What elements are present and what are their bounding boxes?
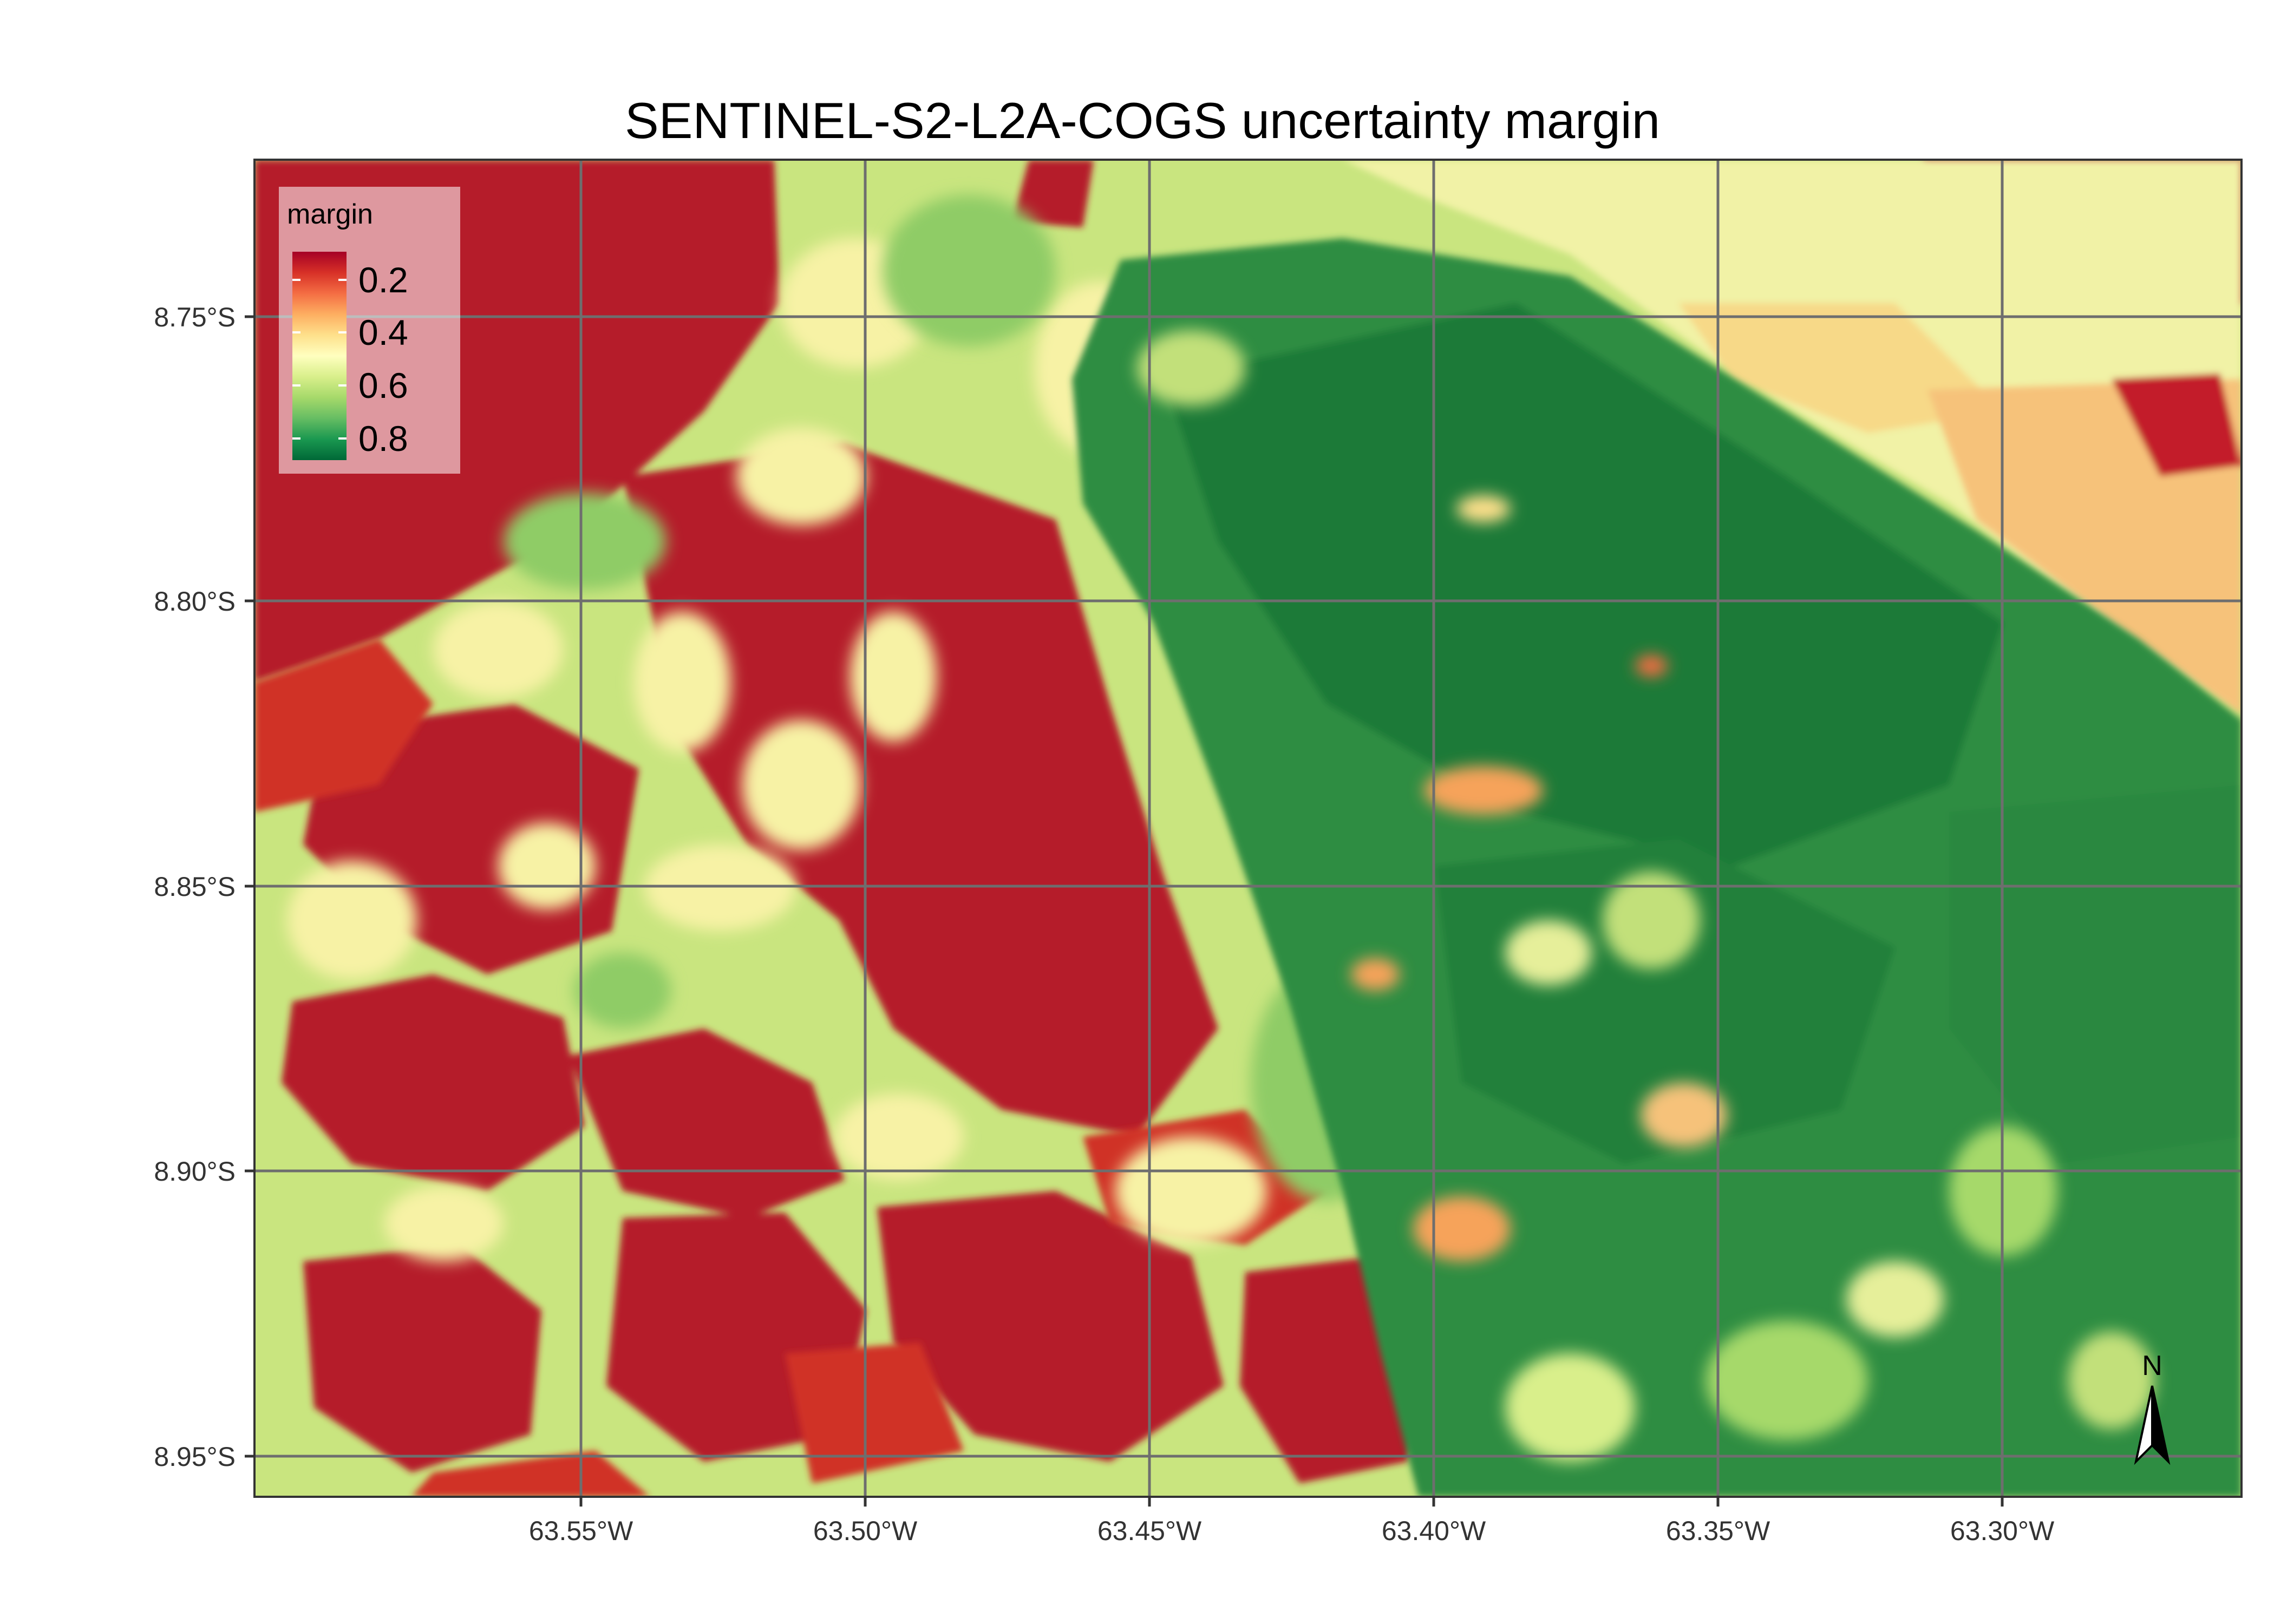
x-tick-labels: 63.55°W 63.50°W 63.45°W 63.40°W 63.35°W … <box>529 1516 2055 1546</box>
x-tick-label: 63.30°W <box>1950 1516 2055 1546</box>
legend: margin 0.2 0.4 0.6 0.8 <box>279 187 460 474</box>
legend-colorbar <box>292 252 347 460</box>
y-tick-label: 8.95°S <box>154 1442 236 1472</box>
y-tick-label: 8.80°S <box>154 586 236 617</box>
y-tick-label: 8.85°S <box>154 872 236 902</box>
north-arrow-icon: N <box>2134 1350 2171 1465</box>
legend-label: 0.6 <box>358 365 408 405</box>
legend-title: margin <box>287 199 373 230</box>
x-tick-label: 63.55°W <box>529 1516 633 1546</box>
north-label: N <box>2142 1350 2162 1381</box>
map-frame <box>253 159 2243 1498</box>
legend-label: 0.8 <box>358 418 408 459</box>
y-tick-label: 8.90°S <box>154 1156 236 1187</box>
graticule <box>254 160 2242 1497</box>
map-title: SENTINEL-S2-L2A-COGS uncertainty margin <box>625 92 1660 149</box>
legend-label: 0.4 <box>358 312 408 352</box>
x-tick-label: 63.35°W <box>1666 1516 1770 1546</box>
y-tick-labels: 8.75°S 8.80°S 8.85°S 8.90°S 8.95°S <box>154 302 236 1472</box>
y-tick-label: 8.75°S <box>154 302 236 332</box>
raster-layer <box>254 160 2242 1497</box>
y-axis <box>245 315 254 1458</box>
x-tick-label: 63.40°W <box>1382 1516 1486 1546</box>
x-tick-label: 63.45°W <box>1097 1516 1202 1546</box>
x-tick-label: 63.50°W <box>813 1516 918 1546</box>
x-axis <box>579 1497 2004 1507</box>
legend-label: 0.2 <box>358 260 408 300</box>
